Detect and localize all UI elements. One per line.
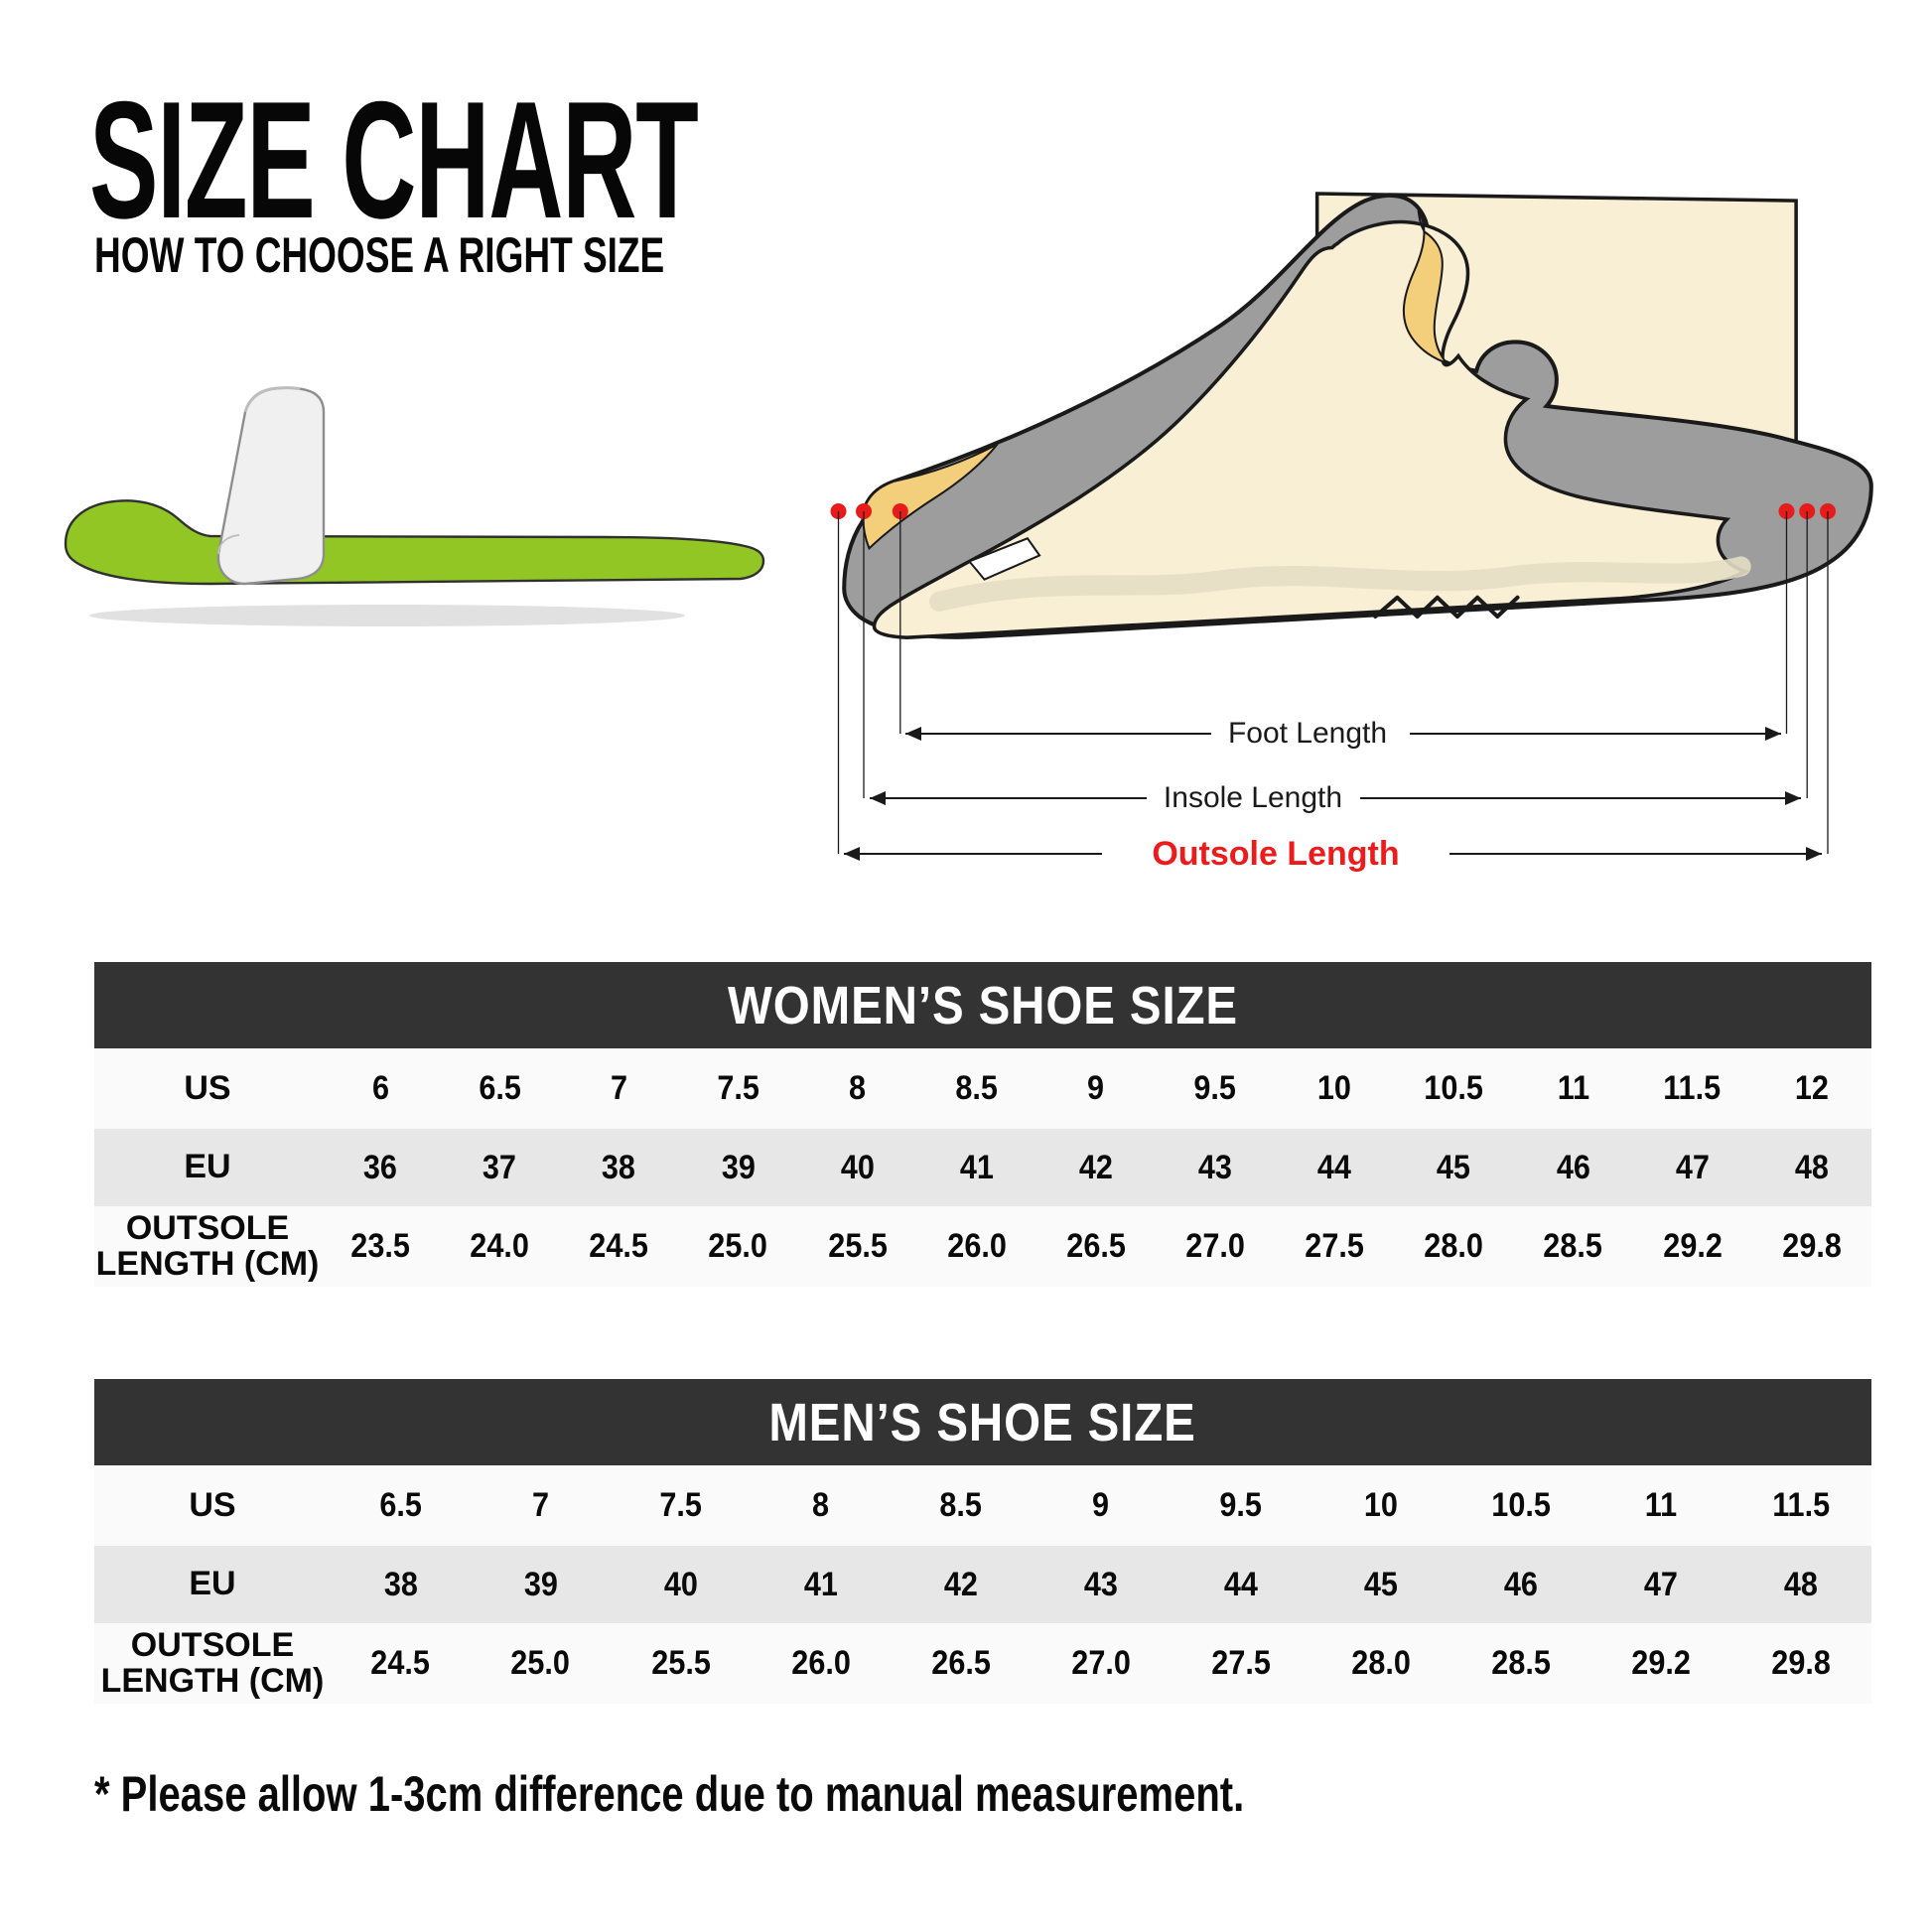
- svg-text:Foot Length: Foot Length: [1228, 717, 1387, 750]
- svg-text:Outsole Length: Outsole Length: [1152, 835, 1399, 873]
- svg-text:Insole Length: Insole Length: [1164, 781, 1342, 814]
